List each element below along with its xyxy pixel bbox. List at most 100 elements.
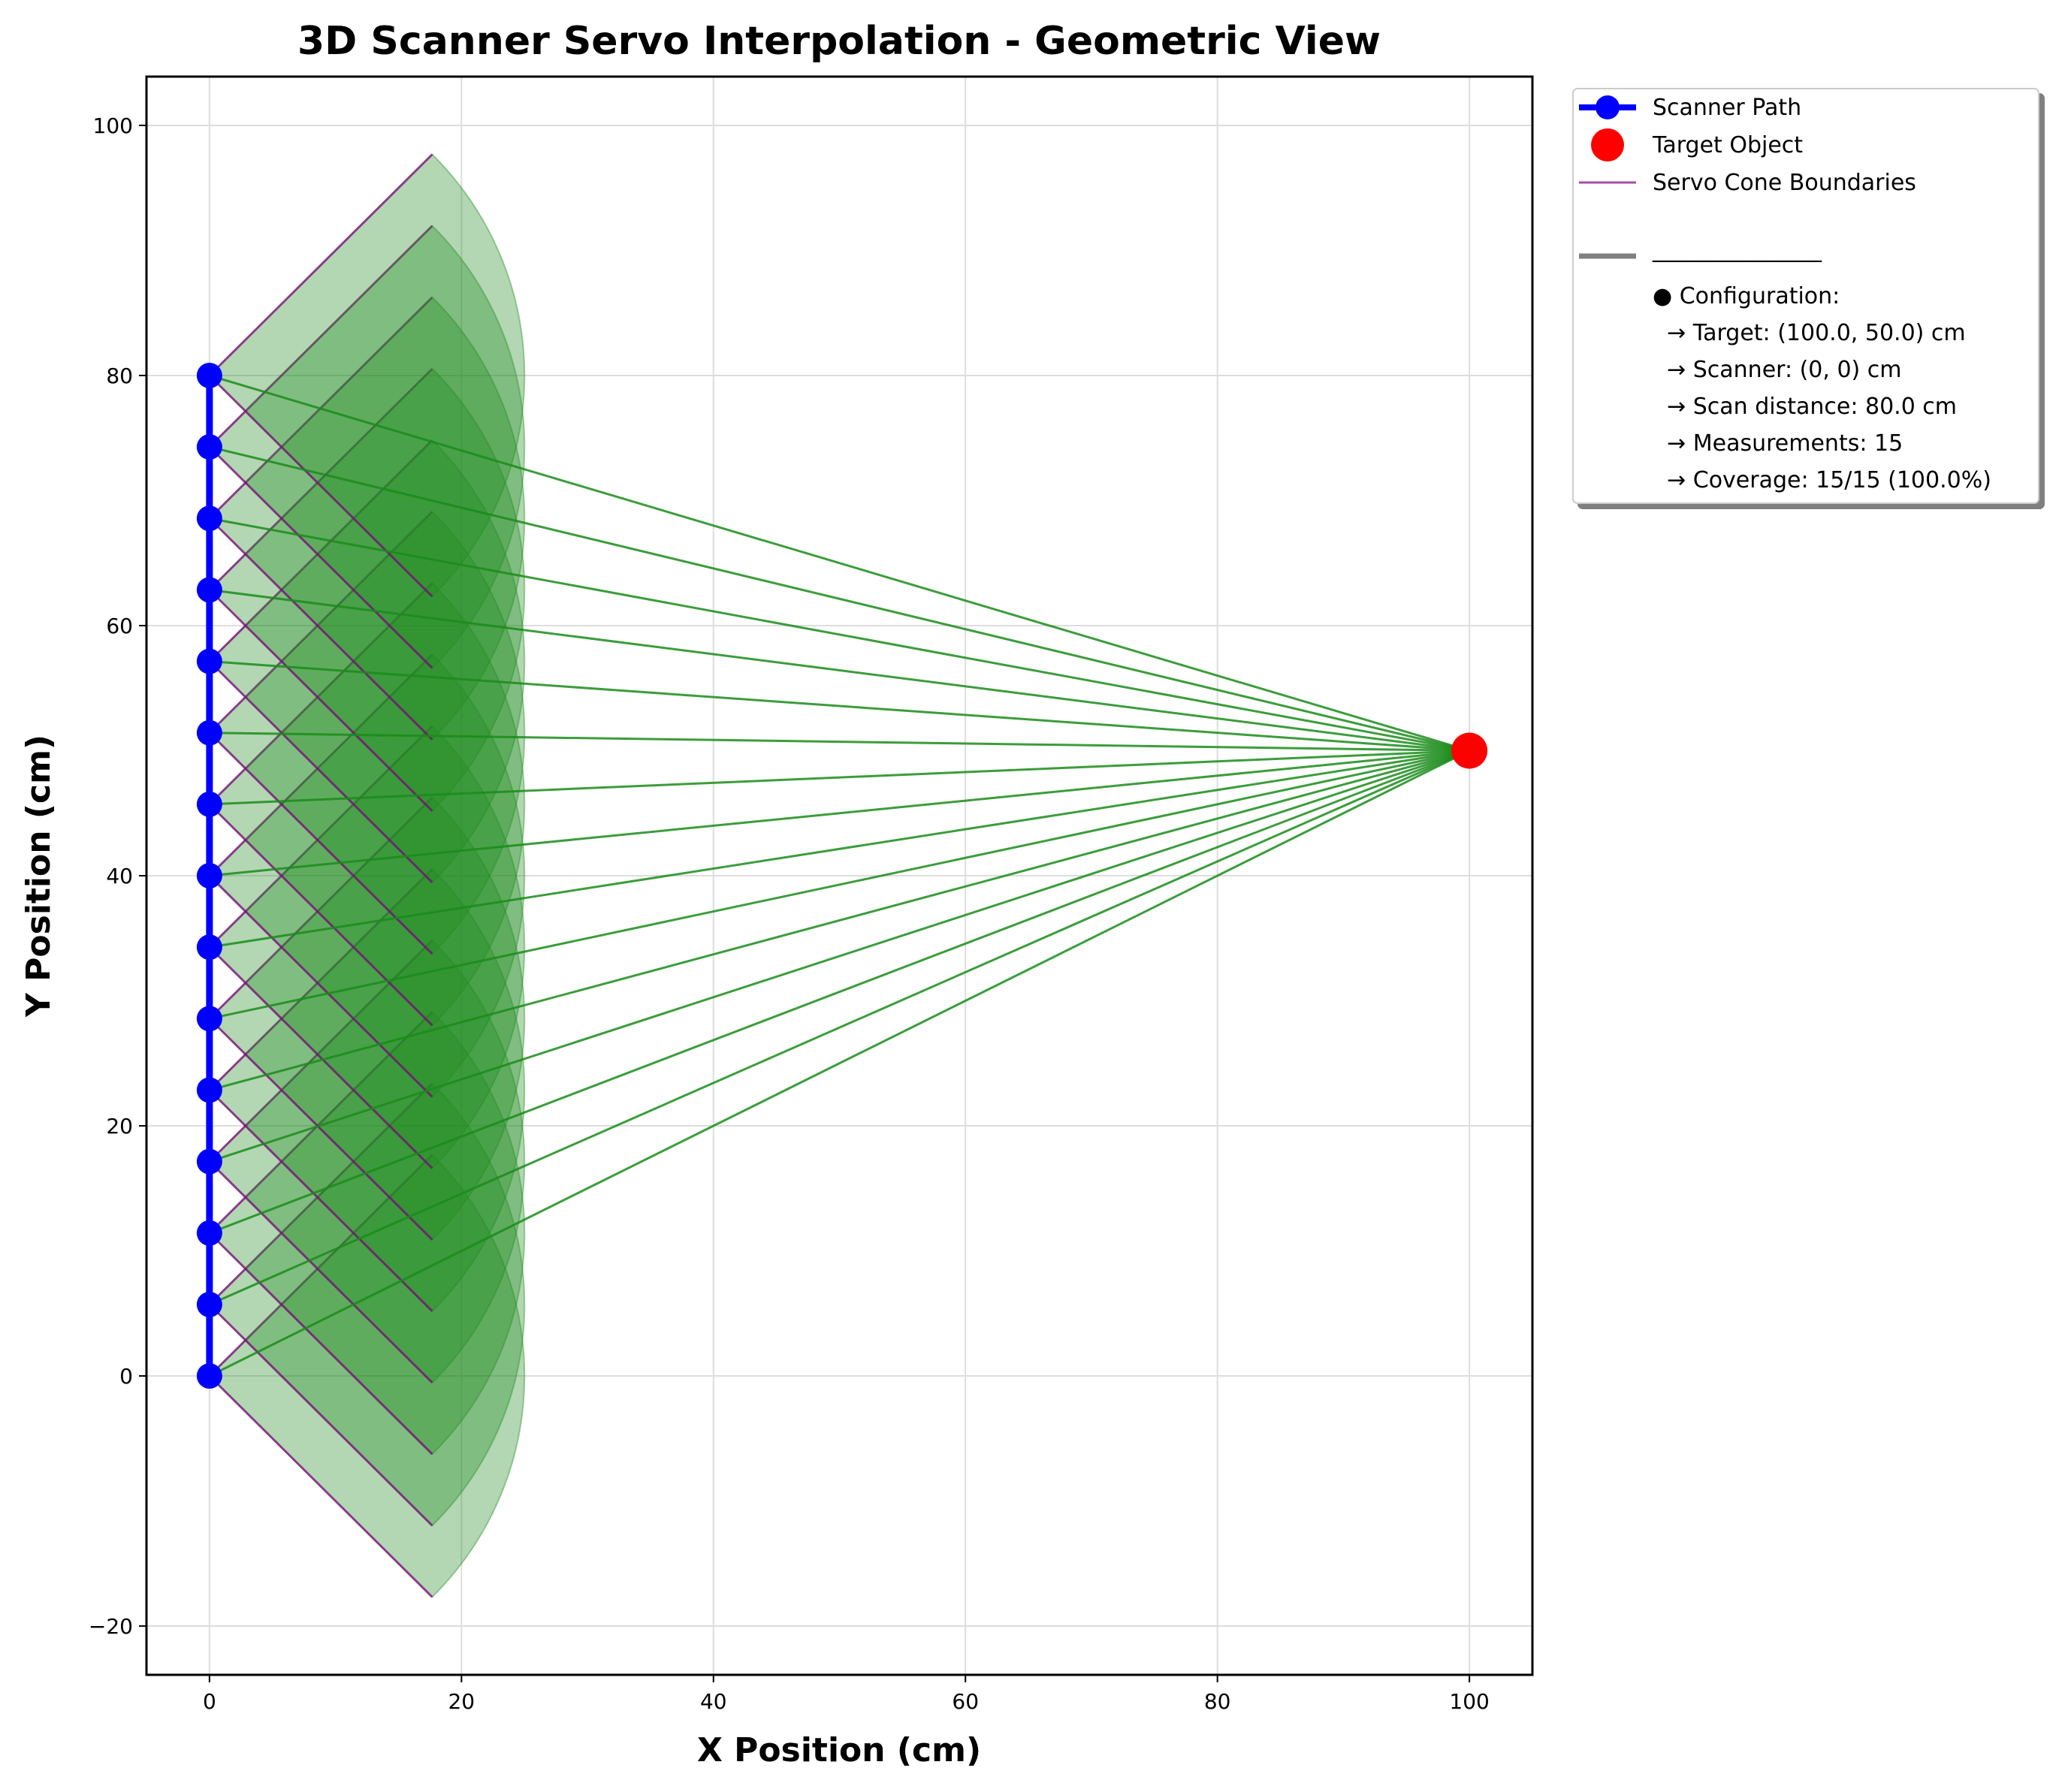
scan-ray [209,445,1470,752]
cone-boundary-upper [208,1154,433,1377]
scan-ray [209,732,1470,752]
cone-boundary-lower [208,1303,433,1527]
cone-boundary-lower [208,1232,433,1456]
cone-boundary-upper [208,439,433,662]
scan-ray [209,750,1470,1377]
legend-scanner-path-label: Scanner Path [1653,95,1801,121]
cone-boundary-upper [208,1082,433,1305]
scan-ray [209,588,1470,752]
cone-boundary-upper [208,725,433,949]
x-tick-label: 100 [1449,1689,1489,1714]
servo-cone [208,1154,526,1598]
scan-ray [209,750,1470,1235]
cone-boundary-upper [208,153,433,377]
scanner-point [196,863,222,888]
legend-info-3: → Scan distance: 80.0 cm [1653,394,1957,420]
x-tick-label: 20 [448,1689,475,1714]
scan-ray [209,749,1470,877]
x-tick-label: 0 [203,1689,216,1714]
cone-boundary-lower [208,1160,433,1384]
y-tick-label: 40 [106,864,133,888]
scanner-point [196,648,222,674]
scanner-point [196,1363,222,1389]
scanner-point [196,505,222,532]
servo-cone [208,439,526,884]
scanner-point [196,791,222,817]
cone-boundary-upper [208,867,433,1091]
legend-scanner-path-marker [1596,95,1620,119]
cone-boundary-lower [208,1018,433,1241]
x-ticks: 0 20 40 60 80 100 [203,1675,1490,1714]
y-tick-label: 80 [106,364,133,388]
cone-boundary-upper [208,225,433,448]
cone-boundary-lower [208,1089,433,1312]
legend-info-5: → Coverage: 15/15 (100.0%) [1653,467,1991,493]
scanner-point [196,434,222,460]
legend-info-2: → Scanner: (0, 0) cm [1653,357,1902,383]
servo-cone [208,725,526,1169]
legend-info-0: ● Configuration: [1653,283,1840,309]
scan-ray [209,374,1470,752]
legend-info-4: → Measurements: 15 [1653,430,1903,457]
scan-rays [209,374,1470,1377]
x-axis-title: X Position (cm) [697,1731,981,1769]
scanner-point [196,720,222,746]
scan-ray [209,750,1470,1163]
servo-cone [208,1082,526,1527]
scan-ray [209,749,1470,806]
x-tick-label: 60 [952,1689,979,1714]
scan-ray [209,750,1470,1020]
cone-boundary-upper [208,582,433,805]
scan-ray [209,750,1470,1306]
y-tick-label: 20 [106,1114,133,1139]
scanner-point [196,1291,222,1317]
target-marker [1451,732,1488,769]
cone-boundary-lower [208,446,433,669]
cone-boundary-lower [208,517,433,741]
cone-boundary-upper [208,653,433,877]
y-tick-label: 100 [93,113,133,138]
cone-boundary-upper [208,367,433,591]
servo-cone [208,225,526,669]
servo-cones [208,153,526,1598]
cone-boundary-lower [208,660,433,884]
x-tick-label: 40 [700,1689,727,1714]
servo-cone [208,653,526,1098]
cone-boundary-upper [208,511,433,734]
cone-boundary-lower [208,374,433,598]
scanner-point [196,1006,222,1032]
scanner-point [196,934,222,961]
scan-ray [209,750,1470,1091]
legend-target-label: Target Object [1652,132,1803,158]
cone-boundary-upper [208,796,433,1020]
cone-boundary-lower [208,874,433,1098]
scanner-point [196,1077,222,1103]
target-object [1451,732,1488,769]
scanner-point [196,362,222,388]
cone-boundary-upper [208,1011,433,1234]
chart-title: 3D Scanner Servo Interpolation - Geometr… [297,19,1381,64]
servo-cone [208,1010,526,1456]
servo-cone [208,939,526,1384]
servo-cone [208,153,526,598]
scanner-path [196,362,222,1389]
x-tick-label: 80 [1204,1689,1231,1714]
cone-boundary-lower [208,1374,433,1598]
y-tick-label: 0 [119,1364,133,1389]
y-ticks: −20 0 20 40 60 80 100 [89,113,146,1639]
cone-boundary-lower [208,946,433,1169]
servo-cone [208,582,526,1027]
legend-box [1572,88,2039,504]
servo-cone [208,296,526,741]
legend-info-1: → Target: (100.0, 50.0) cm [1653,320,1966,346]
scanner-point [196,1148,222,1175]
cone-boundary-upper [208,940,433,1163]
plot-area [196,153,1488,1598]
scan-ray [209,660,1470,752]
cone-boundary-lower [208,803,433,1027]
cone-boundary-lower [208,732,433,955]
scanner-point [196,1220,222,1246]
servo-cone [208,367,526,813]
scanner-point [196,577,222,603]
